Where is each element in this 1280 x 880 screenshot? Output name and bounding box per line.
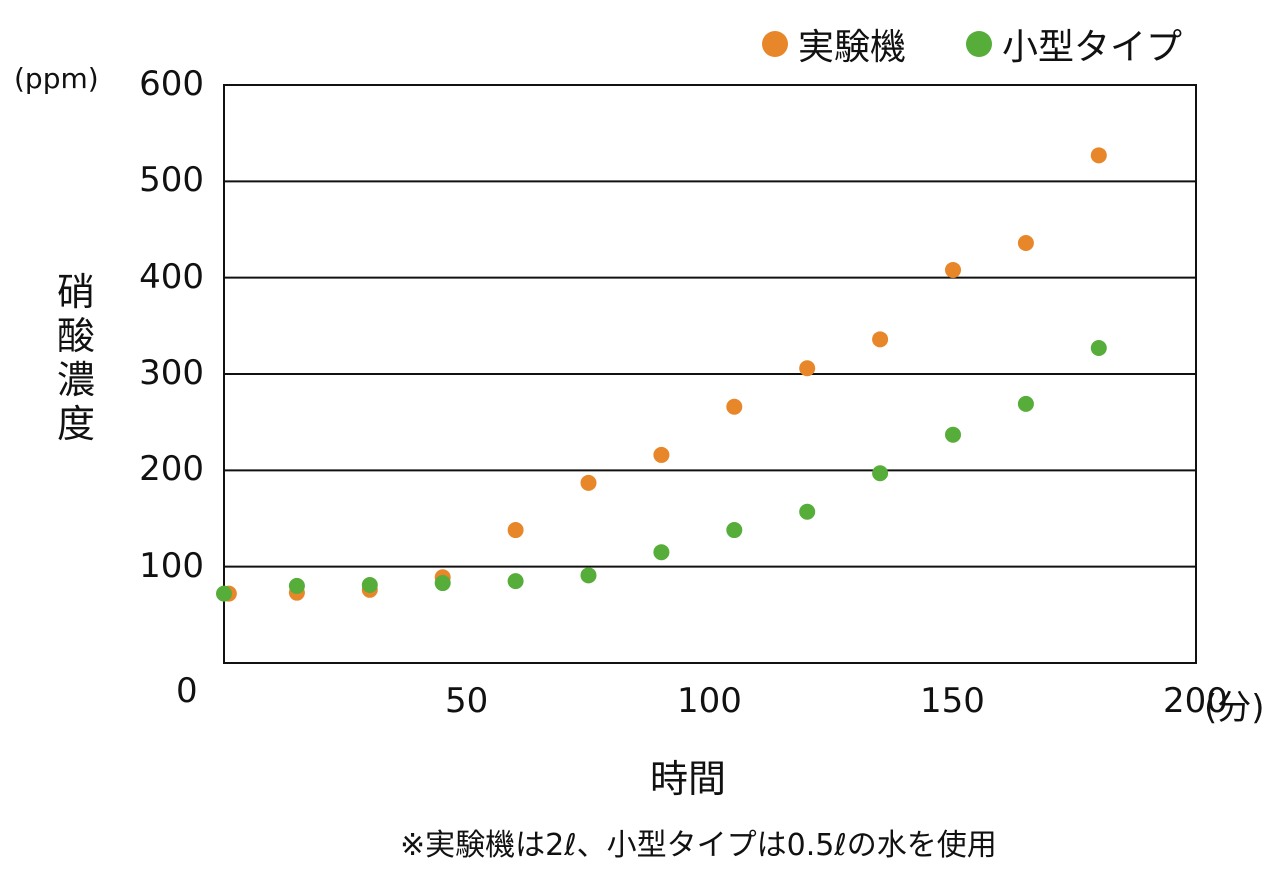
point-experimental bbox=[799, 360, 816, 377]
point-compact bbox=[361, 576, 378, 593]
point-experimental bbox=[726, 398, 743, 415]
point-compact bbox=[288, 577, 305, 594]
point-compact bbox=[1090, 339, 1107, 356]
legend-label-compact: 小型タイプ bbox=[1002, 27, 1183, 68]
point-compact bbox=[653, 544, 670, 561]
point-compact bbox=[580, 567, 597, 584]
legend-item-experimental: 実験機 bbox=[762, 18, 906, 70]
legend-item-compact: 小型タイプ bbox=[966, 18, 1182, 70]
y-tick-label: 200 bbox=[139, 449, 204, 490]
point-compact bbox=[945, 426, 961, 443]
legend-marker-experimental bbox=[762, 31, 788, 57]
y-axis-title-char: 硝 bbox=[56, 270, 95, 314]
y-axis-title-char: 酸 bbox=[56, 314, 95, 358]
point-compact bbox=[799, 503, 816, 520]
x-axis-title: 時間 bbox=[650, 757, 727, 801]
y-tick-label: 100 bbox=[139, 545, 204, 586]
x-tick-label: 150 bbox=[920, 681, 985, 721]
y-unit-label: (ppm) bbox=[14, 62, 99, 95]
point-compact bbox=[434, 575, 451, 592]
y-tick-label: 300 bbox=[139, 353, 204, 393]
point-experimental bbox=[580, 474, 597, 491]
y-axis-title-char: 度 bbox=[56, 402, 95, 446]
y-tick-label: 0 bbox=[176, 671, 198, 711]
point-experimental bbox=[945, 261, 961, 278]
footnote: ※実験機は2ℓ、小型タイプは0.5ℓの水を使用 bbox=[400, 828, 997, 863]
point-compact bbox=[216, 585, 232, 602]
y-tick-label: 500 bbox=[139, 160, 204, 201]
legend-marker-compact bbox=[966, 31, 992, 57]
y-axis-title-char: 濃 bbox=[56, 358, 95, 402]
y-tick-label: 400 bbox=[139, 256, 204, 297]
x-unit-label: (分) bbox=[1204, 688, 1265, 728]
point-compact bbox=[726, 522, 743, 539]
point-experimental bbox=[1090, 147, 1107, 164]
point-compact bbox=[1017, 395, 1034, 412]
x-tick-label: 100 bbox=[677, 681, 742, 721]
point-experimental bbox=[507, 522, 524, 539]
y-axis-title: 硝酸濃度 bbox=[52, 270, 100, 446]
grid-lines bbox=[224, 84, 1196, 664]
point-experimental bbox=[872, 331, 889, 348]
point-compact bbox=[872, 465, 889, 482]
x-tick-label: 50 bbox=[445, 681, 489, 721]
x-tick-label: 200 bbox=[1163, 681, 1228, 721]
point-experimental bbox=[1017, 234, 1034, 251]
legend-label-experimental: 実験機 bbox=[798, 27, 907, 68]
y-tick-label: 600 bbox=[139, 64, 204, 104]
data-points bbox=[216, 147, 1107, 602]
point-compact bbox=[507, 573, 524, 590]
point-experimental bbox=[653, 446, 670, 463]
